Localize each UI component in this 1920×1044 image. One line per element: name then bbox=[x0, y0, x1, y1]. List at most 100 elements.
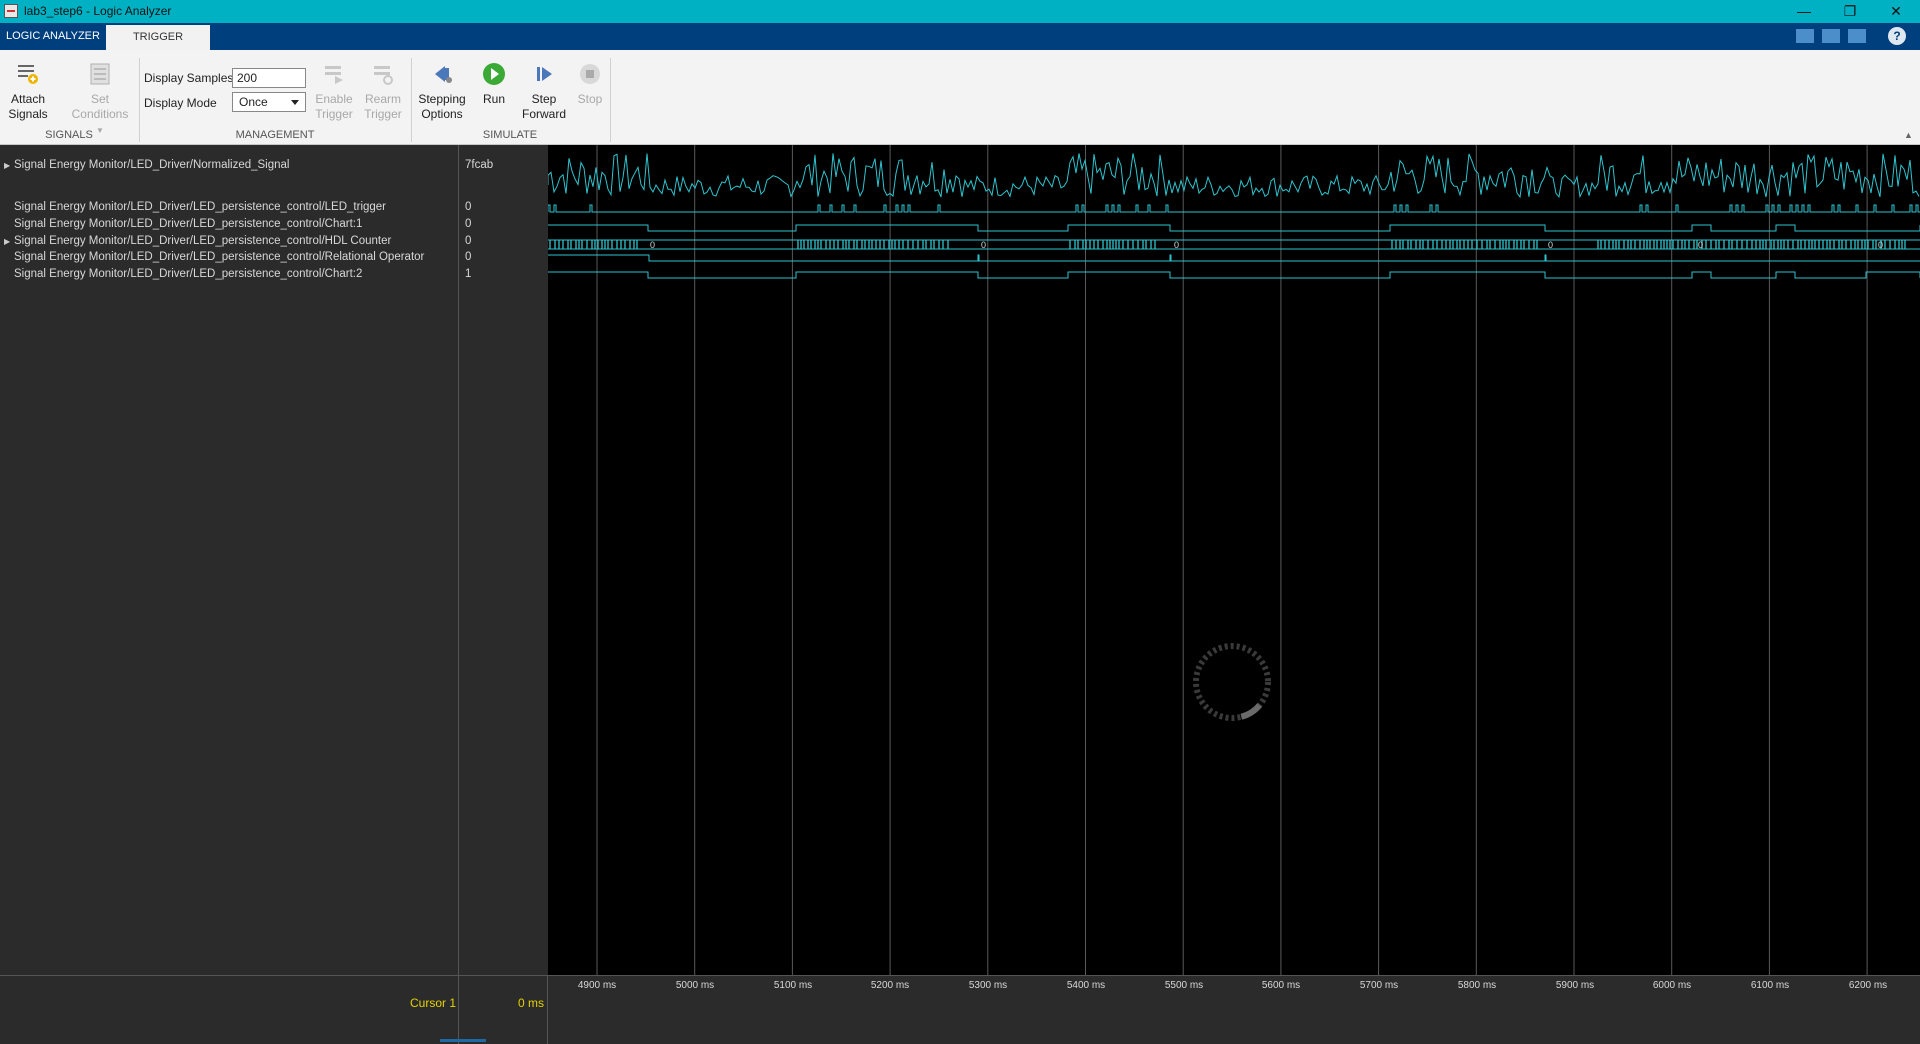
step-forward-label: Step Forward bbox=[521, 92, 566, 121]
time-tick-label: 5500 ms bbox=[1164, 980, 1204, 991]
cursor-label[interactable]: Cursor 1 bbox=[410, 996, 457, 1010]
help-button[interactable]: ? bbox=[1888, 27, 1906, 45]
enable-trigger-button[interactable]: Enable Trigger bbox=[312, 60, 356, 122]
close-button[interactable]: ✕ bbox=[1890, 3, 1902, 19]
rearm-trigger-label: Rearm Trigger bbox=[364, 92, 402, 121]
title-bar: lab3_step6 - Logic Analyzer — ❐ ✕ bbox=[0, 0, 1920, 23]
stop-button[interactable]: Stop bbox=[574, 60, 606, 107]
quick-access-icon[interactable] bbox=[1796, 29, 1814, 43]
signal-value: 7fcab bbox=[465, 159, 494, 171]
counter-value-label: 0 bbox=[981, 240, 986, 250]
time-tick-label: 5800 ms bbox=[1457, 980, 1497, 991]
time-gridlines bbox=[596, 145, 1868, 975]
signal-name[interactable]: Signal Energy Monitor/LED_Driver/LED_per… bbox=[14, 218, 363, 230]
stepping-options-button[interactable]: Stepping Options bbox=[414, 60, 470, 122]
waveform-display[interactable]: 0 0 0 0 0 0 bbox=[548, 145, 1920, 975]
time-tick-label: 5100 ms bbox=[773, 980, 813, 991]
attach-signals-label: Attach Signals bbox=[8, 92, 48, 121]
column-divider bbox=[547, 976, 548, 1044]
tab-trigger[interactable]: TRIGGER bbox=[106, 25, 210, 50]
counter-value-label: 0 bbox=[650, 240, 655, 250]
relational-operator-trace bbox=[548, 254, 1920, 262]
signal-name[interactable]: Signal Energy Monitor/LED_Driver/Normali… bbox=[14, 159, 290, 171]
chevron-down-icon: ▼ bbox=[96, 126, 104, 135]
quick-access-icon[interactable] bbox=[1848, 29, 1866, 43]
quick-access-icon[interactable] bbox=[1822, 29, 1840, 43]
signal-name[interactable]: Signal Energy Monitor/LED_Driver/LED_per… bbox=[14, 268, 363, 280]
expand-arrow-icon[interactable]: ▶ bbox=[4, 161, 11, 170]
time-tick-label: 4900 ms bbox=[577, 980, 617, 991]
time-tick-label: 6000 ms bbox=[1652, 980, 1692, 991]
display-samples-label: Display Samples bbox=[144, 71, 234, 85]
signal-name[interactable]: Signal Energy Monitor/LED_Driver/LED_per… bbox=[14, 201, 387, 213]
column-divider bbox=[458, 976, 459, 1044]
display-mode-label: Display Mode bbox=[144, 96, 217, 110]
led-trigger-trace bbox=[548, 204, 1920, 213]
rearm-trigger-icon bbox=[374, 66, 393, 85]
display-samples-input[interactable] bbox=[232, 68, 306, 88]
enable-trigger-label: Enable Trigger bbox=[315, 92, 353, 121]
group-label-signals: SIGNALS bbox=[45, 129, 93, 141]
stepping-options-icon bbox=[435, 66, 452, 83]
counter-value-label: 0 bbox=[1548, 240, 1553, 250]
enable-trigger-icon bbox=[325, 66, 343, 84]
signal-value: 0 bbox=[465, 218, 472, 230]
signal-value: 1 bbox=[465, 268, 472, 280]
separator bbox=[411, 58, 412, 142]
signal-list: ▶ Signal Energy Monitor/LED_Driver/Norma… bbox=[0, 145, 493, 975]
set-conditions-label: Set Conditions bbox=[71, 92, 129, 121]
time-tick-label: 5600 ms bbox=[1261, 980, 1301, 991]
signal-name[interactable]: Signal Energy Monitor/LED_Driver/LED_per… bbox=[14, 235, 392, 247]
hdl-counter-bus: 0 0 0 0 0 0 bbox=[548, 239, 1920, 250]
stepping-options-label: Stepping Options bbox=[418, 92, 466, 121]
toolstrip: Attach Signals Set Conditions ▼ SIGNALS … bbox=[0, 50, 1920, 145]
time-tick-label: 5700 ms bbox=[1359, 980, 1399, 991]
time-tick-label: 5200 ms bbox=[870, 980, 910, 991]
time-tick-label: 5400 ms bbox=[1066, 980, 1106, 991]
minimize-button[interactable]: — bbox=[1797, 3, 1811, 19]
ribbon-tabs: LOGIC ANALYZER TRIGGER ? bbox=[0, 23, 1920, 50]
separator bbox=[139, 58, 140, 142]
app-icon bbox=[4, 4, 18, 18]
play-icon bbox=[483, 63, 505, 85]
signal-name[interactable]: Signal Energy Monitor/LED_Driver/LED_per… bbox=[14, 251, 425, 263]
tab-logic-analyzer[interactable]: LOGIC ANALYZER bbox=[6, 30, 100, 42]
run-label: Run bbox=[482, 92, 505, 106]
signal-value: 0 bbox=[465, 235, 472, 247]
cursor-value: 0 ms bbox=[518, 996, 545, 1010]
time-tick-label: 5000 ms bbox=[675, 980, 715, 991]
column-divider bbox=[458, 145, 459, 975]
time-ruler: Cursor 1 0 ms 4900 ms 5000 ms 5100 ms 52… bbox=[0, 975, 1920, 1044]
attach-signals-button[interactable]: Attach Signals bbox=[6, 60, 50, 122]
display-mode-select[interactable]: Once bbox=[232, 92, 306, 112]
horizontal-scrollbar-thumb[interactable] bbox=[440, 1039, 486, 1042]
normalized-signal-trace bbox=[548, 153, 1920, 199]
counter-value-label: 0 bbox=[1698, 240, 1703, 250]
signal-value: 0 bbox=[465, 251, 472, 263]
restore-button[interactable]: ❐ bbox=[1843, 3, 1857, 19]
rearm-trigger-button[interactable]: Rearm Trigger bbox=[360, 60, 406, 122]
counter-value-label: 0 bbox=[1878, 240, 1883, 250]
counter-value-label: 0 bbox=[1174, 240, 1179, 250]
set-conditions-icon bbox=[90, 63, 110, 85]
loading-spinner-icon bbox=[1193, 643, 1271, 721]
expand-arrow-icon[interactable]: ▶ bbox=[4, 237, 11, 246]
chart2-trace bbox=[548, 271, 1920, 279]
signal-value: 0 bbox=[465, 201, 472, 213]
time-tick-label: 5300 ms bbox=[968, 980, 1008, 991]
chart1-trace bbox=[548, 224, 1920, 232]
separator bbox=[610, 58, 611, 142]
time-tick-label: 6100 ms bbox=[1750, 980, 1790, 991]
waveform-canvas: 0 0 0 0 0 0 bbox=[548, 145, 1920, 975]
step-forward-button[interactable]: Step Forward bbox=[518, 60, 570, 122]
display-mode-value: Once bbox=[239, 95, 268, 109]
window-title: lab3_step6 - Logic Analyzer bbox=[24, 4, 172, 18]
step-forward-icon bbox=[537, 67, 552, 81]
stop-label: Stop bbox=[577, 92, 603, 106]
run-button[interactable]: Run bbox=[474, 60, 514, 107]
set-conditions-button[interactable]: Set Conditions ▼ bbox=[70, 60, 130, 138]
group-label-simulate: SIMULATE bbox=[482, 129, 538, 141]
collapse-toolstrip-icon[interactable]: ▲ bbox=[1904, 130, 1913, 140]
chevron-down-icon bbox=[291, 100, 299, 105]
time-tick-label: 6200 ms bbox=[1848, 980, 1888, 991]
